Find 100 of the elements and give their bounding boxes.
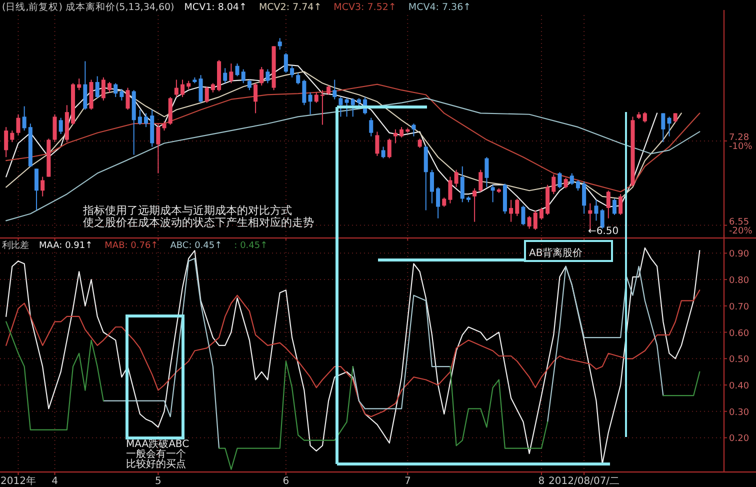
y-tick-label: 0.60 [729,328,750,339]
text: : 0.45↑ [234,241,268,251]
y-tick-label: 0.30 [729,408,750,418]
candlestick [260,66,264,86]
text: MCV1: 8.04↑ [184,2,247,13]
candlestick [16,114,20,136]
line-series [218,360,354,470]
y-tick-label: 0.70 [729,302,750,312]
chart-title: (日线,前复权) 成本离和价(5,13,34,60) [2,1,174,13]
text: MCV4: 7.36↑ [408,2,472,13]
candlestick [266,68,270,84]
candlestick [302,79,306,106]
candlestick [454,169,458,188]
candlestick [338,96,343,118]
candlestick [58,117,63,135]
candlestick [606,190,610,219]
candlestick [144,112,148,128]
candlestick [308,92,312,115]
candlestick [442,197,446,208]
candlestick [198,74,203,104]
line-series [6,84,700,192]
candlestick [521,205,526,226]
candlestick [430,169,434,204]
series-label: ABC: 0.45↑ [170,241,222,251]
y-tick-label: 0.40 [729,382,750,392]
candlestick [10,130,14,143]
annotation: 使之股价在成本波动的状态下产生相对应的走势 [83,216,314,229]
candlestick [108,82,112,93]
y-tick-label: 7.28 [729,132,750,143]
line-series [6,321,104,430]
candlestick [387,138,392,159]
y-tick-label: 6.55 [729,217,750,228]
x-tick-label: 8 [538,476,545,487]
candlestick [254,82,258,114]
candlestick [241,68,246,84]
candlestick [436,186,440,219]
candlestick [22,106,26,132]
candlestick [472,188,477,222]
candlestick [375,131,380,156]
candlestick [673,112,678,123]
candlestick [95,76,100,99]
candlestick [40,176,45,197]
candlestick [52,114,57,143]
candlestick [350,98,355,118]
candlestick [552,174,556,195]
candlestick [490,184,495,203]
candlestick [509,199,514,222]
y-tick-label: 0.80 [729,276,750,286]
candlestick [162,120,166,132]
line-series [6,290,700,418]
y2-tick-label: -10% [729,142,753,152]
candlestick [527,216,532,230]
candlestick [515,198,520,217]
candlestick [448,176,452,204]
candlestick [418,138,422,148]
candlestick [284,52,288,74]
y-tick-label: 0.20 [729,434,750,444]
text: MAA: 0.91↑ [39,241,93,251]
chart-title: 利比差 [2,240,29,251]
candlestick [138,109,142,126]
x-tick-label: 5 [154,476,162,487]
candlestick [393,128,398,144]
x-tick-label: 2012年 [0,475,36,487]
y-tick-label: 0.90 [729,250,750,260]
candlestick [278,38,282,50]
x-tick-label: 6 [282,476,290,487]
candlestick [460,166,464,203]
annotation: 一般会有一个 [126,448,186,460]
candlestick [77,78,82,91]
y2-tick-label: -20% [729,226,753,236]
candlestick [582,180,586,214]
candlestick [539,207,544,220]
candlestick [612,198,616,216]
candlestick [114,82,118,98]
candlestick [204,86,209,104]
candlestick [229,63,234,84]
line-series [547,266,664,422]
candlestick [101,76,106,102]
candlestick [564,177,568,189]
text: MCV3: 7.52↑ [334,2,396,13]
annotation: 比较好的买点 [126,458,186,470]
candlestick [180,79,185,98]
candlestick [296,72,300,85]
candlestick [235,63,240,77]
candlestick [332,79,337,100]
candlestick [570,172,574,186]
candlestick [594,199,598,222]
candlestick [290,65,294,78]
candlestick [223,68,228,84]
x-tick-label: 2012/08/07/二 [548,476,620,487]
x-tick-label: 4 [52,476,58,487]
candlestick [4,126,8,158]
candlestick [247,79,252,91]
line-series [450,366,548,449]
candlestick [667,116,672,137]
candlestick [174,79,178,98]
candlestick [344,98,349,118]
candlestick [642,112,647,123]
candlestick [120,88,124,102]
candlestick [320,90,324,126]
